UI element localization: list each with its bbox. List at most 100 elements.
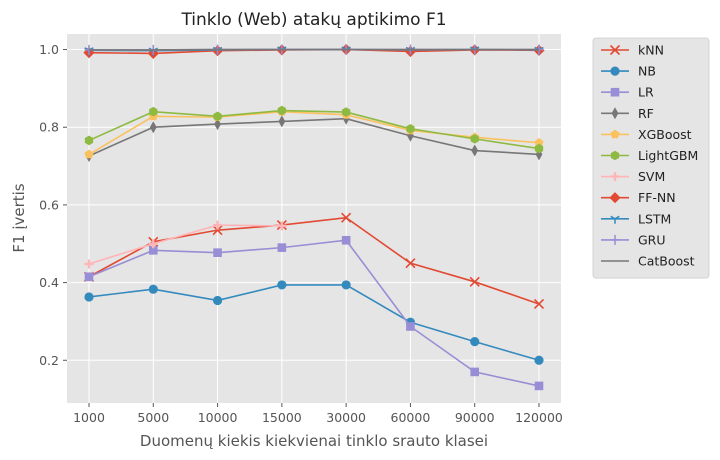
marker-legend-lightgbm (610, 150, 620, 161)
marker-lr-0 (84, 272, 94, 282)
x-tick-label: 1000 (73, 410, 105, 425)
legend-item-catboost: CatBoost (601, 254, 695, 269)
marker-legend-ff-nn (609, 192, 621, 204)
marker-nb-3 (277, 280, 287, 290)
y-tick-label: 0.8 (39, 120, 59, 135)
marker-lr-1 (148, 246, 158, 255)
marker-lightgbm-5 (406, 123, 415, 134)
y-axis-label: F1 įvertis (10, 183, 28, 252)
marker-knn-5 (405, 258, 416, 269)
marker-rf-3 (278, 115, 286, 128)
marker-lr-5 (406, 322, 415, 331)
marker-lightgbm-4 (341, 107, 351, 117)
legend-item-lightgbm: LightGBM (601, 148, 698, 163)
legend-item-lr: LR (601, 85, 654, 100)
marker-legend-xgboost (610, 129, 620, 139)
x-tick-label: 30000 (326, 410, 366, 425)
marker-lightgbm-1 (149, 106, 158, 117)
legend-label: SVM (638, 169, 665, 184)
marker-lightgbm-6 (470, 134, 479, 144)
marker-knn-7 (533, 298, 545, 310)
x-tick-label: 90000 (455, 410, 495, 425)
marker-legend-svm (610, 172, 620, 182)
legend-label: NB (638, 64, 656, 79)
line-lr (88, 239, 540, 387)
marker-knn-2 (212, 225, 223, 236)
marker-legend-knn (609, 44, 621, 56)
marker-lr-6 (470, 367, 480, 377)
marker-lightgbm-3 (277, 105, 287, 116)
marker-svm-2 (213, 220, 223, 230)
legend-item-svm: SVM (601, 169, 665, 184)
marker-rf-6 (471, 144, 479, 157)
legend-item-lstm: LSTM (601, 211, 671, 226)
legend: kNN NB LR RF XGBoost LightGBM SVM FF-NN LSTM GRU C… (592, 37, 710, 279)
x-tick-label: 10000 (198, 410, 238, 425)
marker-lightgbm-2 (213, 111, 222, 122)
line-xgboost (88, 110, 540, 156)
marker-knn-4 (341, 212, 352, 223)
series-lightgbm (84, 105, 544, 154)
marker-svm-3 (277, 221, 287, 231)
legend-item-knn: kNN (601, 43, 664, 58)
x-tick-label: 15000 (262, 410, 302, 425)
marker-lr-2 (213, 248, 222, 257)
legend-label: RF (638, 106, 654, 121)
line-svm (88, 224, 282, 265)
plot-background (67, 34, 561, 403)
marker-nb-0 (84, 292, 94, 302)
marker-lightgbm-7 (534, 143, 544, 154)
marker-rf-1 (149, 121, 157, 134)
legend-label: FF-NN (638, 190, 676, 205)
line-rf (88, 117, 540, 157)
legend-label: LightGBM (638, 148, 698, 163)
series-lr (84, 235, 544, 391)
marker-nb-1 (148, 284, 158, 294)
legend-label: LR (638, 85, 654, 100)
legend-label: XGBoost (638, 127, 692, 142)
marker-legend-rf (611, 107, 619, 120)
marker-nb-6 (470, 337, 480, 347)
series-layer (83, 43, 545, 391)
marker-nb-7 (534, 355, 544, 365)
y-tick-label: 1.0 (39, 42, 59, 57)
marker-svm-1 (148, 239, 158, 249)
marker-xgboost-0 (84, 149, 94, 159)
y-tick-label: 0.4 (39, 275, 59, 290)
x-tick-label: 120000 (515, 410, 563, 425)
marker-xgboost-7 (534, 137, 544, 147)
legend-item-ff-nn: FF-NN (601, 190, 676, 205)
y-tick-label: 0.2 (39, 353, 59, 368)
marker-svm-0 (84, 259, 94, 269)
marker-lr-4 (341, 235, 351, 245)
legend-item-nb: NB (601, 64, 656, 79)
marker-knn-6 (469, 276, 480, 287)
line-lightgbm (88, 109, 540, 150)
legend-item-rf: RF (601, 106, 654, 121)
marker-lightgbm-0 (84, 135, 94, 146)
marker-lr-3 (277, 243, 287, 252)
legend-label: CatBoost (638, 254, 695, 269)
axes: 0.2 0.4 0.6 0.8 1.0 1000 5000 10000 15000 30000 60… (39, 42, 563, 425)
x-tick-label: 60000 (391, 410, 431, 425)
marker-legend-gru (610, 234, 620, 245)
chart-title: Tinklo (Web) atakų aptikimo F1 (180, 10, 446, 30)
series-svm (84, 220, 287, 269)
legend-label: GRU (638, 232, 666, 247)
line-nb (88, 284, 540, 362)
marker-rf-2 (214, 118, 221, 131)
marker-nb-4 (341, 280, 351, 290)
legend-item-xgboost: XGBoost (601, 127, 692, 142)
marker-nb-2 (212, 295, 223, 306)
marker-legend-nb (610, 66, 620, 76)
y-tick-label: 0.6 (39, 197, 59, 212)
legend-item-gru: GRU (601, 232, 666, 247)
legend-label: kNN (638, 43, 664, 58)
x-tick-label: 5000 (137, 410, 169, 425)
marker-lr-7 (534, 381, 544, 391)
marker-legend-lstm (610, 215, 620, 224)
marker-legend-lr (610, 87, 620, 97)
legend-label: LSTM (638, 211, 671, 226)
x-axis-label: Duomenų kiekis kiekvienai tinklo srauto … (140, 432, 488, 450)
